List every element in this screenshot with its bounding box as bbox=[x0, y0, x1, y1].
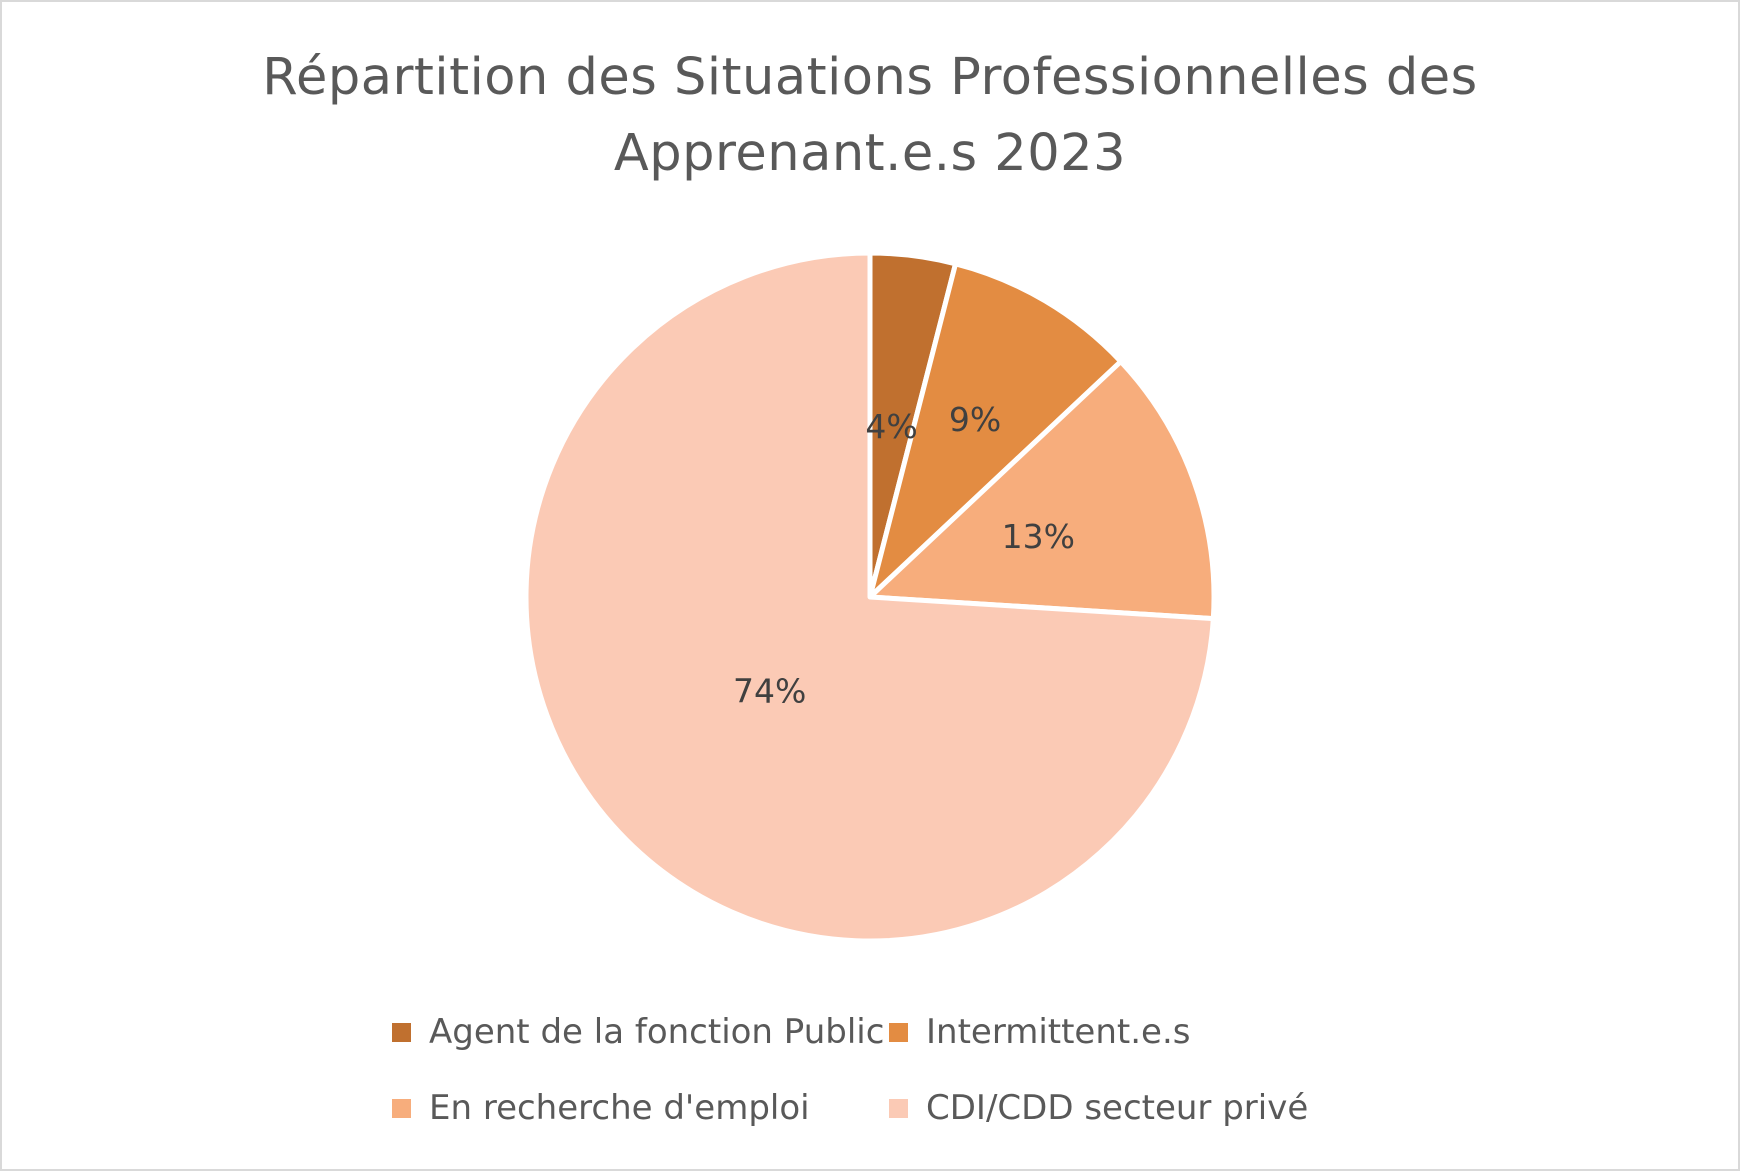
chart-title-line-2: Apprenant.e.s 2023 bbox=[613, 124, 1127, 183]
chart-title-line-1: Répartition des Situations Professionnel… bbox=[262, 48, 1478, 107]
legend-item-en-recherche-emploi[interactable]: En recherche d'emploi bbox=[392, 1083, 810, 1133]
legend-label: Agent de la fonction Public bbox=[429, 1012, 885, 1052]
pie-slice-3[interactable] bbox=[523, 250, 1216, 944]
legend-swatch bbox=[889, 1022, 908, 1042]
legend-item-cdi-cdd-secteur-prive[interactable]: CDI/CDD secteur privé bbox=[889, 1083, 1308, 1133]
pie-slice-1[interactable] bbox=[867, 261, 1124, 600]
legend-swatch bbox=[392, 1022, 411, 1042]
legend-swatch bbox=[392, 1098, 411, 1118]
data-label-0: 4% bbox=[865, 407, 917, 446]
data-label-3: 74% bbox=[733, 672, 806, 711]
legend-label: CDI/CDD secteur privé bbox=[926, 1088, 1309, 1128]
pie-slice-2[interactable] bbox=[867, 359, 1217, 622]
legend-label: Intermittent.e.s bbox=[926, 1012, 1191, 1052]
legend-label: En recherche d'emploi bbox=[429, 1088, 810, 1128]
data-label-2: 13% bbox=[1002, 517, 1075, 556]
legend-swatch bbox=[889, 1098, 908, 1118]
legend-item-intermittents[interactable]: Intermittent.e.s bbox=[889, 1007, 1190, 1057]
data-label-1: 9% bbox=[949, 400, 1001, 439]
legend-item-agent-fonction-public[interactable]: Agent de la fonction Public bbox=[392, 1007, 884, 1057]
